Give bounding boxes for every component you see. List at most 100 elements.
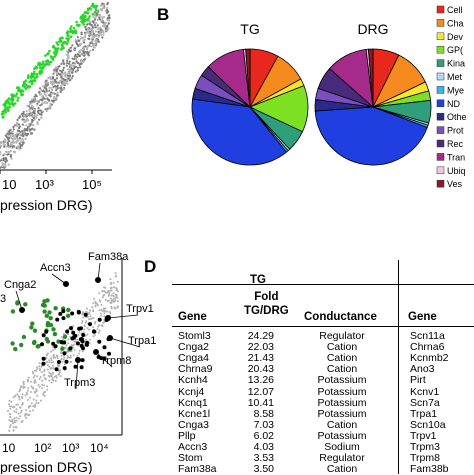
panel-a-point [69, 64, 72, 67]
panel-a-point [66, 50, 69, 53]
panel-c-point [23, 386, 26, 388]
panel-c-point [70, 344, 73, 347]
panel-c-point [10, 405, 12, 408]
panel-c-point [7, 403, 10, 406]
panel-a-point [61, 70, 64, 74]
panel-a-green-point [0, 112, 4, 116]
panel-c-point [42, 393, 45, 396]
panel-c-point [52, 364, 54, 367]
panel-c-point [41, 387, 44, 390]
panel-a-point [16, 133, 20, 136]
panel-a-point [51, 99, 54, 102]
panel-a-point [22, 118, 25, 121]
table-cell-gene: Cnga2 [178, 341, 209, 354]
panel-c-black-point [102, 345, 107, 350]
panel-a-point [36, 100, 39, 103]
panel-c-point [101, 296, 104, 299]
panel-c-point [109, 301, 112, 304]
panel-a-point [79, 66, 82, 69]
table-rule-top [172, 284, 474, 285]
panel-c-black-point [64, 359, 69, 364]
panel-c-black-point [75, 341, 80, 346]
panel-c-point [20, 409, 23, 412]
panel-c-point [109, 278, 112, 281]
panel-c-point [22, 382, 25, 385]
panel-a-point [36, 110, 40, 113]
panel-c-point [67, 328, 70, 331]
panel-a-point [45, 94, 48, 97]
panel-a-point [35, 114, 38, 117]
panel-a-green-point [39, 63, 43, 66]
panel-a-point [47, 89, 50, 92]
panel-a-point [105, 8, 109, 11]
panel-a-point [82, 40, 85, 43]
panel-c-point [98, 299, 101, 302]
panel-a-point [52, 82, 55, 85]
panel-c-point [81, 350, 84, 353]
annotation-arrow [109, 337, 141, 348]
panel-a-point [95, 21, 98, 25]
panel-a-green-point [94, 8, 98, 12]
panel-a-point [80, 58, 83, 62]
legend-label: Rec [447, 139, 464, 149]
panel-a-point [21, 138, 24, 141]
panel-c-point [16, 393, 19, 396]
panel-c-black-point [97, 317, 102, 322]
panel-a-green-point [1, 110, 4, 114]
panel-c-point [28, 413, 31, 416]
panel-a-point [29, 130, 32, 133]
panel-c-point [116, 280, 119, 283]
panel-c-point [112, 292, 115, 295]
panel-c-green-point [65, 313, 71, 318]
panel-c-point [46, 385, 49, 388]
legend-label: Kina [447, 59, 465, 69]
panel-a-point [87, 54, 90, 57]
panel-a-point [40, 89, 43, 92]
panel-c-point [82, 311, 84, 314]
panel-a-point [15, 135, 18, 138]
panel-a-point [100, 16, 104, 19]
panel-c-point [92, 309, 95, 312]
panel-c-points [7, 272, 119, 432]
panel-a-point [62, 66, 65, 69]
panel-c-green-point [13, 346, 18, 352]
panel-a-point [25, 115, 28, 118]
panel-a-point [59, 79, 62, 82]
table-cell-fold: 3.53 [253, 452, 274, 465]
panel-c-point [116, 296, 119, 299]
panel-c-point [114, 299, 117, 302]
panel-c-point [32, 409, 35, 412]
panel-a-point [66, 59, 69, 63]
panel-c-point [96, 328, 99, 331]
panel-a-point [7, 153, 10, 156]
panel-a-green-point [25, 83, 28, 87]
panel-a-point [77, 39, 81, 43]
panel-a-point [22, 141, 25, 144]
panel-c-point [12, 426, 15, 429]
panel-a-point [1, 162, 5, 165]
panel-a-point [91, 30, 94, 33]
panel-a-point [97, 30, 100, 33]
panel-a-point [62, 72, 65, 75]
panel-c-black-point [83, 312, 88, 317]
panel-a-point [94, 30, 97, 33]
panel-c-point [35, 369, 38, 372]
legend-label: Othe [447, 112, 467, 122]
panel-a-point [87, 37, 90, 40]
panel-c-black-point [78, 326, 83, 331]
panel-a-point [106, 3, 109, 6]
panel-a-point [5, 150, 8, 154]
panel-a-point [56, 84, 59, 87]
panel-a-point [101, 36, 104, 39]
panel-a-point [101, 2, 104, 5]
panel-a-point [28, 108, 31, 111]
panel-a-point [23, 114, 26, 117]
table-cell-fold: 4.03 [253, 441, 274, 453]
panel-c-point [9, 426, 11, 429]
panel-c-point [17, 417, 20, 420]
panel-a-point [33, 97, 36, 100]
panel-a-point [22, 134, 25, 137]
panel-a-point [93, 13, 96, 17]
panel-c-tick-label: 10 [2, 441, 16, 455]
panel-c-point [108, 291, 111, 294]
